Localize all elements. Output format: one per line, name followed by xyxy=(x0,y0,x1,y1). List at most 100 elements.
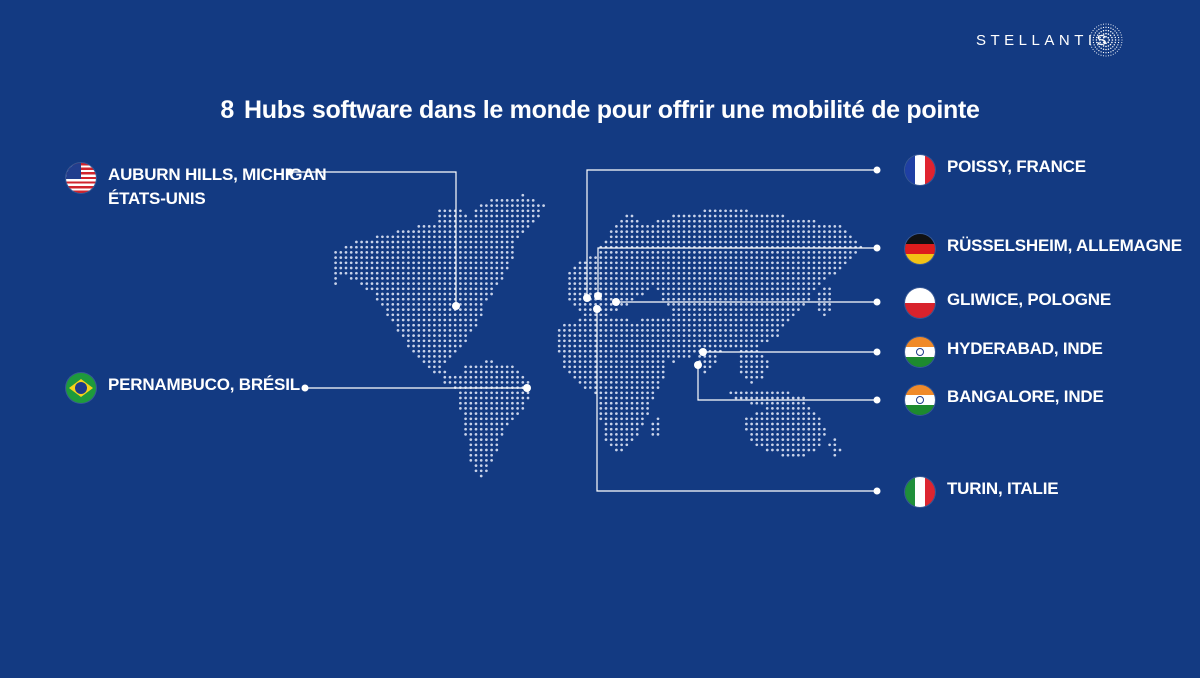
map-dot xyxy=(781,397,784,400)
map-dot xyxy=(594,267,597,270)
map-dot xyxy=(490,449,493,452)
map-dot xyxy=(620,360,623,363)
map-dot xyxy=(636,381,639,384)
map-dot xyxy=(495,230,498,233)
map-dot xyxy=(735,287,738,290)
germany-flag-icon xyxy=(905,234,935,264)
map-dot xyxy=(610,428,613,431)
map-dot xyxy=(475,412,478,415)
map-dot xyxy=(797,303,800,306)
map-dot xyxy=(532,204,535,207)
hub-city: RÜSSELSHEIM, ALLEMAGNE xyxy=(947,234,1182,258)
map-dot xyxy=(584,365,587,368)
map-dot xyxy=(360,267,363,270)
map-dot xyxy=(620,293,623,296)
map-dot xyxy=(714,355,717,358)
map-dot xyxy=(449,272,452,275)
map-dot xyxy=(657,350,660,353)
map-dot xyxy=(761,423,764,426)
map-dot xyxy=(646,350,649,353)
map-dot xyxy=(464,339,467,342)
map-dot xyxy=(693,319,696,322)
map-dot xyxy=(475,433,478,436)
map-dot xyxy=(480,251,483,254)
map-dot xyxy=(750,360,753,363)
map-dot xyxy=(605,251,608,254)
map-dot xyxy=(449,298,452,301)
map-dot xyxy=(792,220,795,223)
map-dot xyxy=(386,235,389,238)
map-dot xyxy=(776,272,779,275)
map-dot xyxy=(599,329,602,332)
map-dot xyxy=(511,417,514,420)
map-dot xyxy=(469,308,472,311)
map-dot xyxy=(683,220,686,223)
map-dot xyxy=(371,256,374,259)
map-dot xyxy=(371,282,374,285)
map-dot xyxy=(735,324,738,327)
map-dot xyxy=(766,449,769,452)
map-dot xyxy=(755,423,758,426)
map-dot xyxy=(579,319,582,322)
map-dot xyxy=(485,464,488,467)
map-dot xyxy=(412,345,415,348)
map-dot xyxy=(433,261,436,264)
map-dot xyxy=(412,329,415,332)
logo-dot xyxy=(1117,51,1118,52)
map-dot xyxy=(750,371,753,374)
map-dot xyxy=(480,235,483,238)
map-dot xyxy=(849,251,852,254)
map-dot xyxy=(480,459,483,462)
map-dot xyxy=(729,287,732,290)
map-dot xyxy=(386,267,389,270)
map-dot xyxy=(662,277,665,280)
map-dot xyxy=(407,272,410,275)
map-dot xyxy=(485,469,488,472)
map-dot xyxy=(417,277,420,280)
map-dot xyxy=(443,209,446,212)
map-dot xyxy=(610,381,613,384)
map-dot xyxy=(599,339,602,342)
map-dot xyxy=(787,267,790,270)
map-dot xyxy=(495,365,498,368)
map-dot xyxy=(735,303,738,306)
map-dot xyxy=(417,267,420,270)
map-dot xyxy=(506,246,509,249)
map-dot xyxy=(735,209,738,212)
map-dot xyxy=(464,220,467,223)
map-dot xyxy=(433,319,436,322)
map-dot xyxy=(828,293,831,296)
map-dot xyxy=(657,423,660,426)
map-dot xyxy=(475,241,478,244)
map-dot xyxy=(464,282,467,285)
pin-gliwice xyxy=(612,298,620,306)
map-dot xyxy=(631,339,634,342)
map-dot xyxy=(615,287,618,290)
map-dot xyxy=(454,319,457,322)
map-dot xyxy=(511,376,514,379)
map-dot xyxy=(807,438,810,441)
logo-dot xyxy=(1108,52,1109,53)
map-dot xyxy=(771,397,774,400)
map-dot xyxy=(651,391,654,394)
map-dot xyxy=(823,308,826,311)
map-dot xyxy=(480,209,483,212)
map-dot xyxy=(495,225,498,228)
page-title: 8 Hubs software dans le monde pour offrir… xyxy=(0,96,1200,125)
map-dot xyxy=(729,308,732,311)
map-dot xyxy=(766,412,769,415)
map-dot xyxy=(615,345,618,348)
map-dot xyxy=(745,282,748,285)
map-dot xyxy=(771,251,774,254)
map-dot xyxy=(719,241,722,244)
map-dot xyxy=(417,319,420,322)
map-dot xyxy=(568,324,571,327)
map-dot xyxy=(672,272,675,275)
map-dot xyxy=(625,230,628,233)
map-dot xyxy=(641,230,644,233)
map-dot xyxy=(573,277,576,280)
map-dot xyxy=(376,277,379,280)
logo-dot xyxy=(1108,24,1109,25)
map-dot xyxy=(766,267,769,270)
map-dot xyxy=(610,293,613,296)
